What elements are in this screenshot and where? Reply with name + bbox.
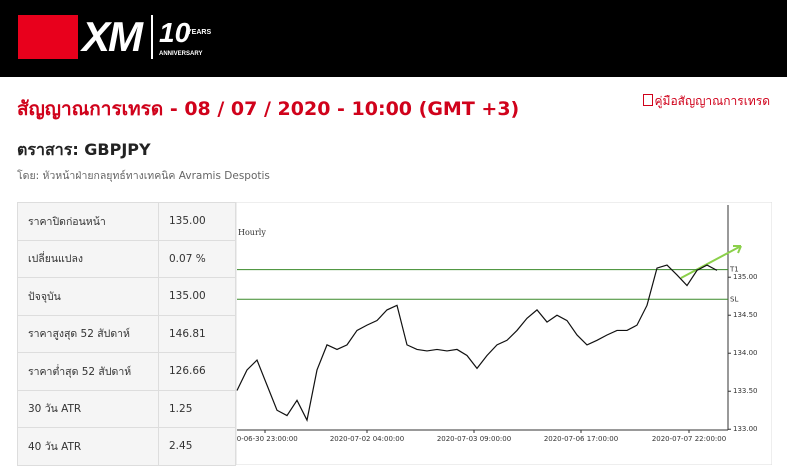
author: โดย: หัวหน้าฝ่ายกลยุทธ์ทางเทคนิค Avramis…: [17, 170, 270, 182]
table-row: ราคาต่ำสุด 52 สัปดาห์ 126.66: [17, 352, 236, 391]
x-tick-label: 2020-07-07 22:00:00: [652, 435, 726, 443]
header: XM 10 YEARS ANNIVERSARY: [0, 0, 787, 77]
table-row: 30 วัน ATR 1.25: [17, 389, 236, 428]
table-row: ปัจจุบัน 135.00: [17, 277, 236, 316]
price-line: [236, 264, 718, 422]
x-tick-label: 20-06-30 23:00:00: [236, 435, 298, 443]
chart: Hourly 133.00 133.50 134.00 134.50 135.00 20-…: [236, 202, 772, 465]
stat-value: 135.00: [158, 202, 236, 241]
x-tick-label: 2020-07-03 09:00:00: [437, 435, 511, 443]
chart-frame: [236, 202, 772, 465]
table-row: ราคาสูงสุด 52 สัปดาห์ 146.81: [17, 314, 236, 353]
logo-mark: [18, 15, 78, 59]
instrument: ตราสาร: GBPJPY: [17, 140, 151, 159]
page-title: สัญญาณการเทรด - 08 / 07 / 2020 - 10:00 (…: [17, 98, 520, 120]
trend-arrow: [680, 245, 742, 279]
stat-label: 40 วัน ATR: [17, 427, 159, 466]
anniversary: 10 YEARS ANNIVERSARY: [151, 15, 219, 59]
table-row: เปลี่ยนแปลง 0.07 %: [17, 239, 236, 278]
guide-link[interactable]: คู่มือสัญญาณการเทรด: [642, 92, 771, 111]
table-row: 40 วัน ATR 2.45: [17, 427, 236, 466]
x-tick-label: 2020-07-06 17:00:00: [544, 435, 618, 443]
anniversary-label: ANNIVERSARY: [159, 51, 203, 57]
logo-text: XM: [82, 13, 143, 60]
anniversary-years: YEARS: [187, 29, 212, 36]
logo[interactable]: XM 10 YEARS ANNIVERSARY: [18, 13, 219, 60]
anniversary-number: 10: [159, 17, 191, 48]
stat-value: 2.45: [158, 427, 236, 466]
y-tick-label: 134.50: [733, 311, 758, 319]
stat-value: 146.81: [158, 314, 236, 353]
y-tick-label: 135.00: [733, 273, 758, 281]
stat-value: 0.07 %: [158, 239, 236, 278]
pdf-icon: [642, 94, 653, 106]
stat-label: ปัจจุบัน: [17, 277, 159, 316]
stat-value: 135.00: [158, 277, 236, 316]
guide-text[interactable]: คู่มือสัญญาณการเทรด: [654, 94, 771, 108]
stat-value: 1.25: [158, 389, 236, 428]
table-row: ราคาปิดก่อนหน้า 135.00: [17, 202, 236, 241]
y-tick-label: 134.00: [733, 349, 758, 357]
stats-table: ราคาปิดก่อนหน้า 135.00 เปลี่ยนแปลง 0.07 % ปั…: [17, 202, 236, 466]
chart-subtitle: Hourly: [238, 228, 266, 237]
x-tick-label: 2020-07-02 04:00:00: [330, 435, 404, 443]
stat-value: 126.66: [158, 352, 236, 391]
y-tick-label: 133.50: [733, 387, 758, 395]
stat-label: ราคาสูงสุด 52 สัปดาห์: [17, 314, 159, 353]
level-label: T1: [729, 266, 739, 274]
stat-label: 30 วัน ATR: [17, 389, 159, 428]
stat-label: ราคาต่ำสุด 52 สัปดาห์: [17, 352, 159, 391]
y-tick-label: 133.00: [733, 425, 758, 433]
level-label: SL: [730, 295, 738, 303]
stat-label: ราคาปิดก่อนหน้า: [17, 202, 159, 241]
stat-label: เปลี่ยนแปลง: [17, 239, 159, 278]
